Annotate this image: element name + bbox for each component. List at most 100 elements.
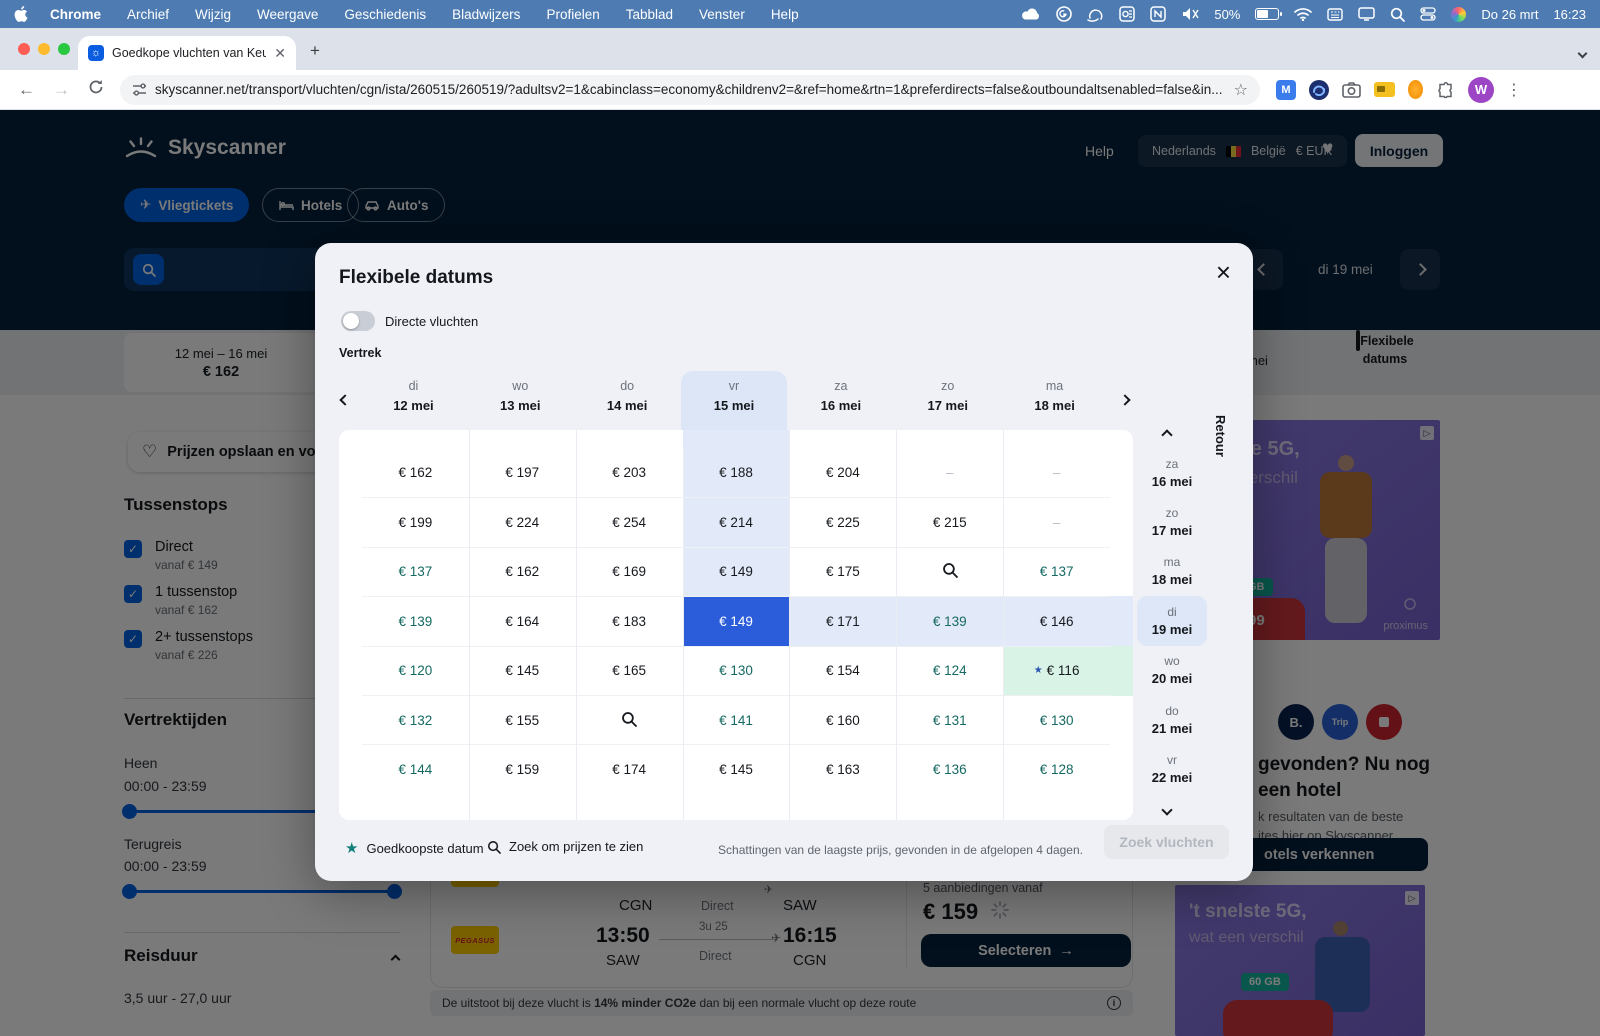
menubar-date[interactable]: Do 26 mrt xyxy=(1481,6,1539,22)
back-button[interactable]: ← xyxy=(18,79,35,99)
return-date-21-mei[interactable]: do 21 mei xyxy=(1151,703,1193,736)
wallet-extension-icon[interactable] xyxy=(1374,82,1395,97)
price-cell-r7-c5[interactable]: € 163 xyxy=(789,745,896,793)
price-cell-r7-c7[interactable]: € 128 xyxy=(1003,745,1110,793)
return-date-22-mei[interactable]: vr 22 mei xyxy=(1151,753,1193,786)
tab-close-icon[interactable]: ✕ xyxy=(274,45,286,61)
price-cell-r3-c3[interactable]: € 169 xyxy=(576,548,683,596)
browser-tab-active[interactable]: ☼ Goedkope vluchten van Keule ✕ xyxy=(78,36,296,70)
price-cell-r6-c2[interactable]: € 155 xyxy=(469,696,576,744)
price-cell-r2-c2[interactable]: € 224 xyxy=(469,498,576,546)
price-cell-r5-c4[interactable]: € 130 xyxy=(683,647,790,695)
menu-geschiedenis[interactable]: Geschiedenis xyxy=(344,6,427,22)
swirl-icon[interactable] xyxy=(1087,7,1104,22)
menu-venster[interactable]: Venster xyxy=(699,6,745,22)
display-icon[interactable] xyxy=(1358,7,1376,21)
price-cell-r5-c5[interactable]: € 154 xyxy=(789,647,896,695)
next-week-button[interactable] xyxy=(1119,391,1131,409)
price-cell-r5-c7[interactable]: ★ € 116 xyxy=(1003,645,1133,697)
price-cell-r4-c5[interactable]: € 171 xyxy=(789,597,897,646)
control-center-icon[interactable] xyxy=(1420,7,1437,21)
spotlight-search-icon[interactable] xyxy=(1390,7,1406,22)
menu-weergave[interactable]: Weergave xyxy=(257,6,319,22)
window-minimize-button[interactable] xyxy=(38,43,50,55)
price-cell-r1-c3[interactable]: € 203 xyxy=(576,448,683,497)
menu-tabblad[interactable]: Tabblad xyxy=(625,6,674,22)
return-date-18-mei[interactable]: ma 18 mei xyxy=(1151,555,1193,588)
departure-col-15-mei[interactable]: vr 15 mei xyxy=(680,371,788,430)
price-cell-r6-c4[interactable]: € 141 xyxy=(683,696,790,744)
price-cell-r4-c6[interactable]: € 139 xyxy=(896,597,1004,646)
price-cell-r5-c3[interactable]: € 165 xyxy=(576,647,683,695)
price-cell-r7-c2[interactable]: € 159 xyxy=(469,745,576,793)
price-cell-r2-c1[interactable]: € 199 xyxy=(362,498,469,546)
direct-flights-toggle[interactable] xyxy=(341,311,375,331)
prev-week-button[interactable] xyxy=(339,391,351,409)
price-cell-r4-c3[interactable]: € 183 xyxy=(576,597,683,645)
reload-button[interactable] xyxy=(88,79,104,100)
price-cell-r5-c2[interactable]: € 145 xyxy=(469,647,576,695)
price-cell-r2-c5[interactable]: € 225 xyxy=(789,498,896,546)
price-cell-r1-c6[interactable]: – xyxy=(896,448,1003,497)
menu-archief[interactable]: Archief xyxy=(127,6,170,22)
return-scroll-down[interactable] xyxy=(1161,801,1173,819)
price-cell-r2-c6[interactable]: € 215 xyxy=(896,498,1003,546)
window-close-button[interactable] xyxy=(18,43,30,55)
price-cell-r1-c4[interactable]: € 188 xyxy=(682,448,790,498)
swirl-extension-icon[interactable] xyxy=(1309,79,1329,100)
price-cell-r4-c7[interactable]: € 146 xyxy=(1003,596,1133,647)
address-bar[interactable]: skyscanner.net/transport/vluchten/cgn/is… xyxy=(120,74,1260,105)
orange-extension-icon[interactable] xyxy=(1408,80,1423,99)
price-cell-r4-c1[interactable]: € 139 xyxy=(362,597,469,645)
price-cell-r7-c1[interactable]: € 144 xyxy=(362,745,469,793)
price-cell-r6-c5[interactable]: € 160 xyxy=(789,696,896,744)
tab-search-chevron-icon[interactable] xyxy=(1577,44,1588,62)
price-cell-r2-c7[interactable]: – xyxy=(1003,498,1110,546)
departure-col-16-mei[interactable]: za 16 mei xyxy=(820,379,862,413)
price-cell-r4-c2[interactable]: € 164 xyxy=(469,597,576,645)
price-cell-r7-c3[interactable]: € 174 xyxy=(576,745,683,793)
departure-col-14-mei[interactable]: do 14 mei xyxy=(606,379,648,413)
price-cell-r7-c6[interactable]: € 136 xyxy=(896,745,1003,793)
price-cell-r5-c6[interactable]: € 124 xyxy=(896,647,1003,695)
browser-menu-icon[interactable]: ⋮ xyxy=(1506,81,1522,99)
return-scroll-up[interactable] xyxy=(1161,426,1173,444)
return-date-19-mei[interactable]: di 19 mei xyxy=(1137,596,1207,646)
apple-menu-icon[interactable] xyxy=(14,6,28,22)
color-wheel-icon[interactable] xyxy=(1451,6,1467,22)
departure-col-18-mei[interactable]: ma 18 mei xyxy=(1034,379,1075,413)
wifi-icon[interactable] xyxy=(1294,7,1313,21)
profile-avatar[interactable]: W xyxy=(1468,76,1494,103)
search-flights-button[interactable]: Zoek vluchten xyxy=(1104,825,1229,859)
price-cell-r6-c7[interactable]: € 130 xyxy=(1003,696,1110,744)
battery-icon[interactable] xyxy=(1255,8,1283,20)
outlook-icon[interactable] xyxy=(1119,6,1136,22)
notion-icon[interactable] xyxy=(1150,6,1167,22)
new-tab-button[interactable]: + xyxy=(310,41,320,60)
extensions-puzzle-icon[interactable] xyxy=(1436,81,1454,99)
return-date-16-mei[interactable]: za 16 mei xyxy=(1151,456,1193,489)
price-cell-r2-c3[interactable]: € 254 xyxy=(576,498,683,546)
price-cell-r6-c1[interactable]: € 132 xyxy=(362,696,469,744)
departure-col-12-mei[interactable]: di 12 mei xyxy=(393,379,434,413)
price-cell-r2-c4[interactable]: € 214 xyxy=(682,498,790,547)
price-cell-r6-c3[interactable] xyxy=(576,696,683,744)
price-cell-r3-c7[interactable]: € 137 xyxy=(1003,548,1110,596)
camera-extension-icon[interactable] xyxy=(1342,81,1361,98)
site-info-icon[interactable] xyxy=(132,82,147,97)
price-cell-r6-c6[interactable]: € 131 xyxy=(896,696,1003,744)
modal-close-icon[interactable]: × xyxy=(1215,257,1231,287)
menu-profielen[interactable]: Profielen xyxy=(546,6,600,22)
price-cell-r7-c4[interactable]: € 145 xyxy=(683,745,790,793)
cloud-icon[interactable] xyxy=(1021,7,1041,21)
forward-button[interactable]: → xyxy=(53,79,70,99)
menubar-clock[interactable]: 16:23 xyxy=(1553,6,1586,22)
menu-wijzig[interactable]: Wijzig xyxy=(195,6,232,22)
menu-chrome[interactable]: Chrome xyxy=(50,6,102,22)
mute-icon[interactable] xyxy=(1181,7,1199,21)
return-date-17-mei[interactable]: zo 17 mei xyxy=(1151,506,1193,539)
window-zoom-button[interactable] xyxy=(58,43,70,55)
price-cell-r1-c5[interactable]: € 204 xyxy=(789,448,896,497)
price-cell-r1-c2[interactable]: € 197 xyxy=(469,448,576,497)
price-cell-r4-c4[interactable]: € 149 xyxy=(682,597,790,646)
